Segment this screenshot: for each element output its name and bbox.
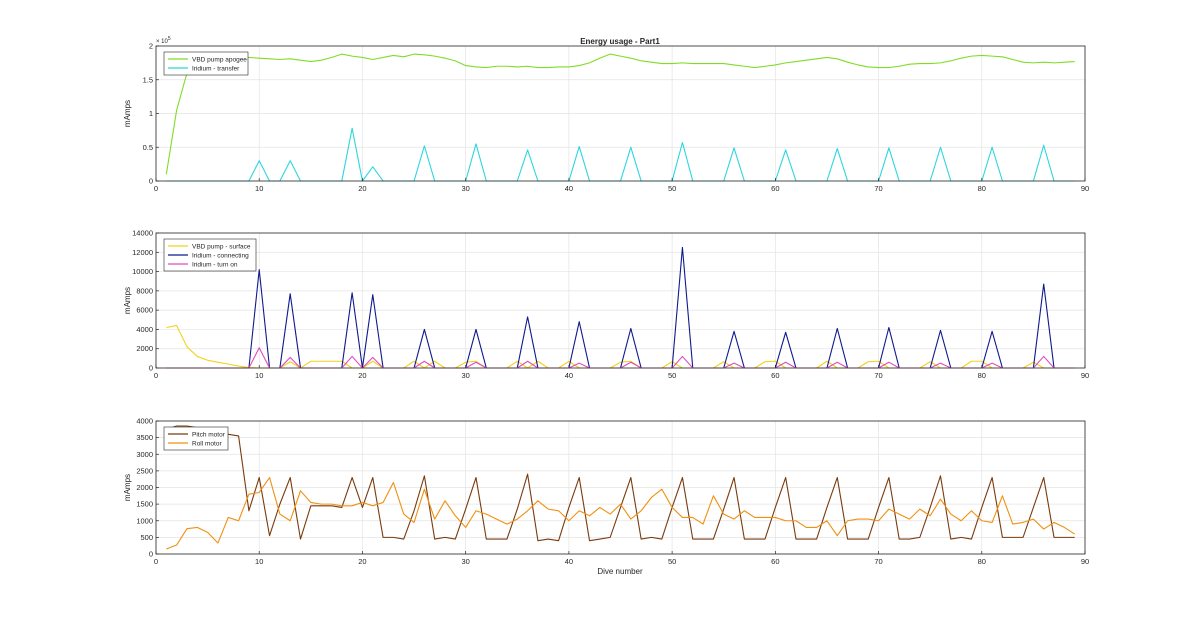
x-tick-label: 90 [1081, 371, 1089, 380]
legend-label: Iridium - turn on [192, 261, 238, 268]
y-tick-label: 500 [140, 533, 153, 542]
x-tick-label: 90 [1081, 557, 1089, 566]
series-line-0 [166, 325, 1075, 369]
x-tick-label: 20 [358, 184, 366, 193]
axes-box [155, 232, 1086, 369]
x-tick-label: 40 [565, 371, 573, 380]
x-tick-label: 40 [565, 557, 573, 566]
y-tick-label: 6000 [136, 306, 153, 315]
legend-label: Pitch motor [192, 431, 226, 438]
y-tick-label: 1 [149, 109, 153, 118]
x-axis-label: Dive number [597, 567, 643, 576]
x-tick-label: 0 [154, 184, 158, 193]
x-tick-label: 10 [255, 557, 263, 566]
x-tick-label: 90 [1081, 184, 1089, 193]
x-tick-label: 10 [255, 184, 263, 193]
y-tick-label: 4000 [136, 325, 153, 334]
legend [163, 426, 229, 451]
x-tick-label: 70 [874, 371, 882, 380]
y-tick-label: 8000 [136, 286, 153, 295]
y-tick-label: 4000 [136, 417, 153, 426]
plot-area [156, 233, 1085, 368]
x-tick-label: 50 [668, 184, 676, 193]
y-tick-label: 14000 [132, 229, 153, 238]
x-tick-label: 20 [358, 371, 366, 380]
panel-energy-pitch-roll: 0 10 20 30 40 50 60 70 80 90 0 500 1000 1500 2000 2500 3… [123, 417, 1089, 567]
x-tick-label: 80 [978, 184, 986, 193]
x-tick-label: 50 [668, 557, 676, 566]
panel-energy-apogee-transfer: 0 10 20 30 40 50 60 70 80 90 0 0.5 1 1.5 2 × 105 mAmps VB… [123, 36, 1089, 193]
x-tick-label: 0 [154, 371, 158, 380]
legend-label: VBD pump - surface [192, 243, 251, 250]
x-tick-label: 80 [978, 371, 986, 380]
y-tick-label: 1000 [136, 516, 153, 525]
legend [163, 51, 249, 76]
y-tick-label: 3000 [136, 450, 153, 459]
x-tick-label: 30 [461, 557, 469, 566]
x-tick-label: 60 [771, 557, 779, 566]
y-axis-label: mAmps [123, 100, 132, 127]
y-tick-label: 2000 [136, 344, 153, 353]
x-tick-label: 60 [771, 371, 779, 380]
x-tick-label: 0 [154, 557, 158, 566]
y-tick-label: 2500 [136, 466, 153, 475]
x-tick-label: 70 [874, 557, 882, 566]
y-tick-label: 2000 [136, 483, 153, 492]
x-tick-label: 30 [461, 184, 469, 193]
x-tick-label: 80 [978, 557, 986, 566]
series-line-0 [166, 425, 1075, 542]
y-exponent-label: × 105 [156, 36, 171, 45]
x-tick-label: 20 [358, 557, 366, 566]
x-tick-label: 60 [771, 184, 779, 193]
legend-label: Roll motor [192, 440, 222, 447]
y-tick-label: 3500 [136, 433, 153, 442]
y-tick-label: 2 [149, 42, 153, 51]
y-tick-label: 1500 [136, 500, 153, 509]
y-tick-label: 0 [149, 177, 153, 186]
legend-label: VBD pump apogee [192, 56, 247, 63]
y-tick-label: 0 [149, 364, 153, 373]
legend-label: Iridium - transfer [192, 65, 240, 72]
y-tick-label: 0 [149, 550, 153, 559]
series-line-1 [166, 476, 1075, 550]
x-tick-label: 40 [565, 184, 573, 193]
x-tick-label: 50 [668, 371, 676, 380]
x-tick-label: 10 [255, 371, 263, 380]
x-tick-label: 70 [874, 184, 882, 193]
y-tick-label: 1.5 [143, 75, 153, 84]
series-line-0 [165, 53, 1075, 175]
y-tick-label: 12000 [132, 248, 153, 257]
figure-title: Energy usage - Part1 [580, 37, 660, 46]
legend-label: Iridium - connecting [192, 252, 249, 259]
y-tick-label: 0.5 [143, 143, 153, 152]
x-tick-label: 30 [461, 371, 469, 380]
y-axis-label: mAmps [123, 474, 132, 501]
panel-energy-surface-iridium: 0 10 20 30 40 50 60 70 80 90 0 2000 4000 6000 8000 1000… [123, 229, 1089, 381]
y-axis-label: mAmps [123, 287, 132, 314]
y-tick-label: 10000 [132, 267, 153, 276]
